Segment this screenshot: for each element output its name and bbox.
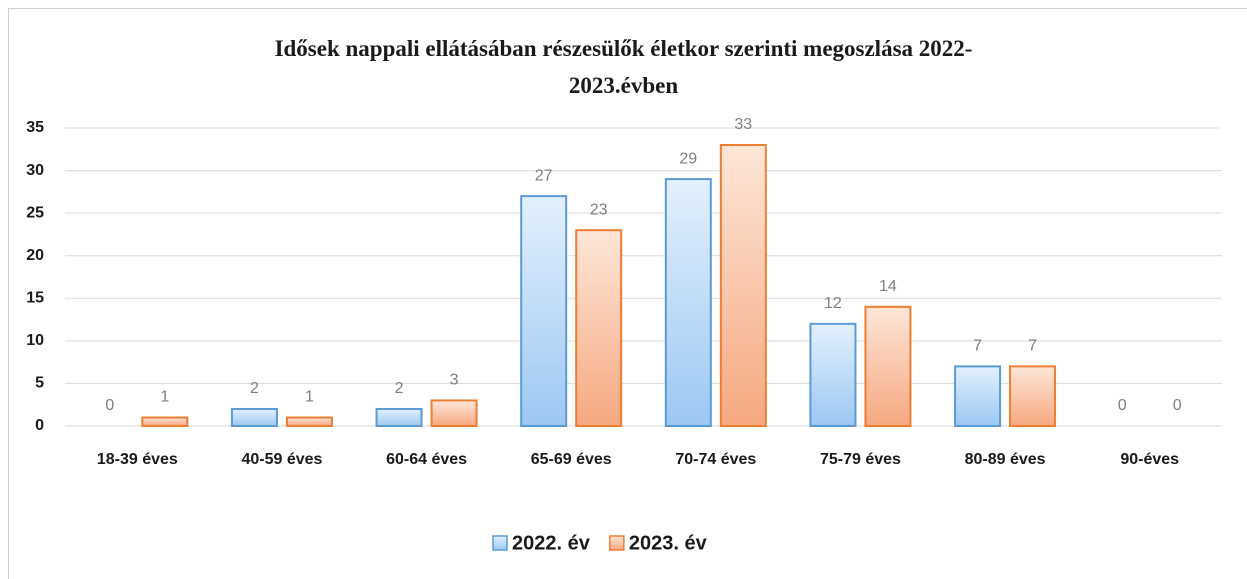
- chart-frame: [8, 8, 1247, 579]
- y-tick-label: 30: [26, 162, 44, 179]
- data-label: 0: [105, 397, 114, 414]
- bar: [809, 322, 857, 428]
- bar: [230, 407, 278, 428]
- bar: [375, 407, 423, 428]
- data-label: 29: [679, 150, 697, 167]
- x-tick-label: 75-79 éves: [820, 451, 901, 468]
- y-tick-label: 5: [35, 375, 44, 392]
- bar: [141, 416, 189, 428]
- y-tick-label: 20: [26, 247, 44, 264]
- data-label: 27: [535, 167, 553, 184]
- title-wrap: Idősek nappali ellátásában részesülők él…: [0, 30, 1247, 104]
- data-label: 2: [395, 380, 404, 397]
- legend-label: 2023. év: [629, 532, 708, 554]
- data-label: 12: [824, 295, 842, 312]
- bar: [285, 416, 333, 428]
- x-tick-label: 60-64 éves: [386, 451, 467, 468]
- bar: [1009, 365, 1057, 427]
- bar: [864, 305, 912, 427]
- y-tick-label: 15: [26, 290, 44, 307]
- chart-title: Idősek nappali ellátásában részesülők él…: [274, 36, 973, 98]
- bar: [719, 144, 767, 427]
- data-label: 33: [734, 116, 752, 133]
- data-label: 7: [973, 338, 982, 355]
- bar: [520, 195, 568, 427]
- y-tick-label: 10: [26, 332, 44, 349]
- bar: [664, 178, 712, 427]
- x-tick-label: 90-éves: [1120, 451, 1179, 468]
- legend-label: 2022. év: [512, 532, 591, 554]
- x-tick-label: 70-74 éves: [675, 451, 756, 468]
- bar: [954, 365, 1002, 427]
- data-label: 0: [1173, 397, 1182, 414]
- x-tick-label: 40-59 éves: [241, 451, 322, 468]
- bar: [575, 229, 623, 427]
- data-label: 3: [450, 372, 459, 389]
- data-label: 2: [250, 380, 259, 397]
- bar: [430, 399, 478, 428]
- data-label: 7: [1028, 338, 1037, 355]
- x-tick-label: 80-89 éves: [965, 451, 1046, 468]
- y-tick-label: 0: [35, 417, 44, 434]
- y-tick-label: 35: [26, 119, 44, 136]
- x-tick-label: 65-69 éves: [531, 451, 612, 468]
- x-tick-label: 18-39 éves: [97, 451, 178, 468]
- legend-swatch: [609, 535, 625, 551]
- legend-swatch: [492, 535, 508, 551]
- data-label: 0: [1118, 397, 1127, 414]
- data-label: 1: [160, 389, 169, 406]
- data-label: 23: [590, 201, 608, 218]
- y-tick-label: 25: [26, 204, 44, 221]
- data-label: 14: [879, 278, 897, 295]
- data-label: 1: [305, 389, 314, 406]
